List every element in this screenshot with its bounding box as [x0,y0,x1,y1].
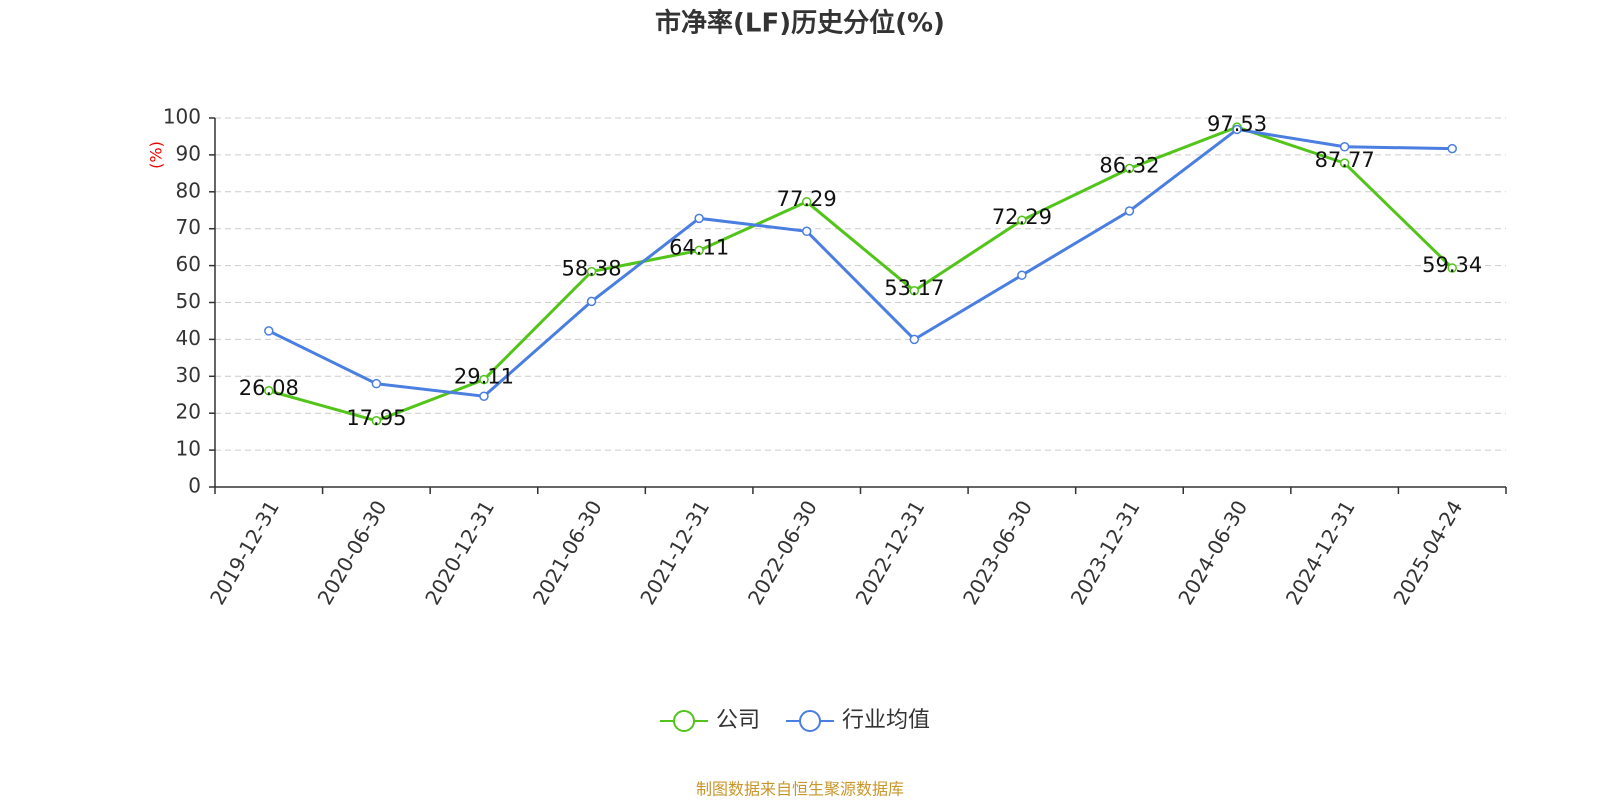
y-tick-label: 90 [176,141,201,165]
y-tick-label: 100 [163,105,201,129]
data-point [1017,270,1027,280]
legend-label[interactable]: 公司 [716,708,760,733]
data-label: 64.11 [669,235,729,259]
data-point [1339,142,1350,152]
data-point [479,374,489,385]
data-point [586,296,597,307]
y-tick-label: 80 [176,178,201,202]
x-tick-label: 2023-12-31 [1066,496,1145,609]
x-tick-label: 2020-06-30 [313,496,392,609]
data-label: 77.29 [777,187,837,211]
legend-marker[interactable] [799,710,822,732]
data-point [1017,215,1027,225]
data-point [1447,263,1457,273]
data-point [694,245,704,256]
data-point [371,378,382,389]
data-point [801,197,812,207]
x-tick-label: 2020-12-31 [420,496,499,609]
x-tick-label: 2024-12-31 [1281,496,1360,609]
data-label: 97.53 [1207,112,1267,136]
data-point [586,266,597,277]
data-point [371,416,382,426]
data-point [1232,124,1242,135]
x-tick-label: 2021-06-30 [528,496,607,609]
data-point [909,334,920,345]
data-label: 29.11 [454,365,514,389]
x-tick-label: 2021-12-31 [635,496,714,609]
data-label: 72.29 [992,205,1052,229]
y-tick-label: 40 [176,326,201,350]
data-label: 86.32 [1099,153,1159,177]
legend-marker[interactable] [673,710,695,732]
x-tick-label: 2024-06-30 [1173,496,1252,609]
x-tick-label: 2022-12-31 [850,496,929,609]
data-point [264,326,274,336]
x-tick-label: 2023-06-30 [958,496,1037,609]
data-point [1339,158,1350,168]
series-line [268,127,1453,398]
source-note: 制图数据来自恒生聚源数据库 [696,780,904,799]
x-tick-label: 2025-04-24 [1388,496,1467,609]
data-point [479,391,489,401]
data-label: 26.08 [239,376,299,400]
data-point [1124,163,1135,174]
y-tick-label: 60 [176,252,201,276]
y-tick-label: 10 [176,437,201,461]
legend-label[interactable]: 行业均值 [842,708,930,733]
y-axis-label: (%) [147,141,166,169]
y-tick-label: 70 [176,215,201,239]
y-tick-label: 30 [176,363,201,387]
y-tick-label: 50 [176,289,201,313]
data-label: 58.38 [561,257,621,281]
y-tick-label: 0 [188,474,201,498]
data-label: 53.17 [884,276,944,300]
y-tick-label: 20 [176,400,201,424]
data-point [264,386,274,396]
data-point [1124,206,1135,216]
x-tick-label: 2022-06-30 [743,496,822,609]
data-label: 87.77 [1315,148,1375,172]
data-point [801,226,812,237]
data-point [1447,143,1457,154]
chart-title: 市净率(LF)历史分位(%) [655,8,945,39]
data-label: 59.34 [1422,253,1482,277]
data-point [694,213,704,224]
data-label: 17.95 [346,406,406,430]
x-tick-label: 2019-12-31 [205,496,284,609]
data-point [909,286,920,296]
